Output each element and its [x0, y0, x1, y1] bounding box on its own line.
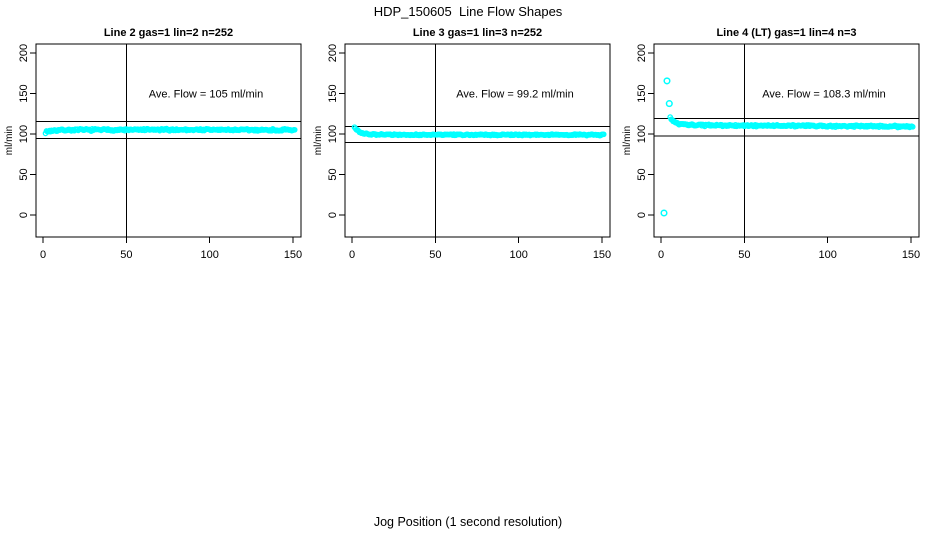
x-tick-label: 0: [40, 249, 46, 261]
panel-2: 0 50 100 150 0 50 100 150 200 ml/min Line 3 gas=1 …: [313, 27, 611, 261]
y-tick-label: 50: [327, 168, 339, 180]
flow-data-points: [660, 77, 916, 217]
y-tick-label: 0: [327, 212, 339, 218]
x-tick-label: 50: [738, 249, 750, 261]
x-tick-label: 150: [284, 249, 302, 261]
outlier-point: [665, 100, 673, 108]
x-tick-label: 150: [593, 249, 611, 261]
panel-3: 0 50 100 150 0 50 100 150 200 ml/min Line 4 (LT) g…: [622, 27, 920, 261]
panel-1: 0 50 100 150 0 50 100 150 200 ml/min Line 2 gas=1 …: [4, 27, 302, 261]
outlier-point: [660, 209, 668, 217]
outlier-point: [663, 77, 671, 85]
y-tick-label: 100: [18, 125, 30, 143]
y-tick-label: 200: [327, 44, 339, 62]
x-tick-label: 100: [818, 249, 836, 261]
plot-box: [344, 43, 611, 238]
x-tick-label: 0: [349, 249, 355, 261]
plot-box: [653, 43, 920, 238]
x-tick-label: 150: [902, 249, 920, 261]
y-tick-label: 0: [636, 212, 648, 218]
x-tick-label: 100: [200, 249, 218, 261]
x-tick-label: 0: [658, 249, 664, 261]
x-tick-label: 100: [509, 249, 527, 261]
y-tick-label: 50: [18, 168, 30, 180]
panel-title: Line 3 gas=1 lin=3 n=252: [413, 27, 542, 39]
flow-data-points: [42, 125, 298, 137]
plot-box: [35, 43, 302, 238]
x-tick-label: 50: [429, 249, 441, 261]
y-tick-label: 200: [636, 44, 648, 62]
ave-flow-annotation: Ave. Flow = 99.2 ml/min: [456, 89, 573, 101]
ave-flow-annotation: Ave. Flow = 105 ml/min: [149, 89, 263, 101]
y-tick-label: 150: [18, 84, 30, 102]
y-axis-title: ml/min: [622, 126, 633, 155]
flow-data-points: [351, 124, 607, 139]
x-tick-label: 50: [120, 249, 132, 261]
ave-flow-annotation: Ave. Flow = 108.3 ml/min: [762, 89, 886, 101]
y-axis-title: ml/min: [4, 126, 15, 155]
y-tick-label: 100: [636, 125, 648, 143]
y-tick-label: 150: [636, 84, 648, 102]
y-tick-label: 200: [18, 44, 30, 62]
y-tick-label: 100: [327, 125, 339, 143]
y-tick-label: 0: [18, 212, 30, 218]
figure-title: HDP_150605 Line Flow Shapes: [373, 4, 563, 19]
y-tick-label: 50: [636, 168, 648, 180]
panel-title: Line 2 gas=1 lin=2 n=252: [104, 27, 233, 39]
y-axis-title: ml/min: [313, 126, 324, 155]
panel-title: Line 4 (LT) gas=1 lin=4 n=3: [716, 27, 856, 39]
x-axis-title: Jog Position (1 second resolution): [373, 515, 563, 529]
y-tick-label: 150: [327, 84, 339, 102]
